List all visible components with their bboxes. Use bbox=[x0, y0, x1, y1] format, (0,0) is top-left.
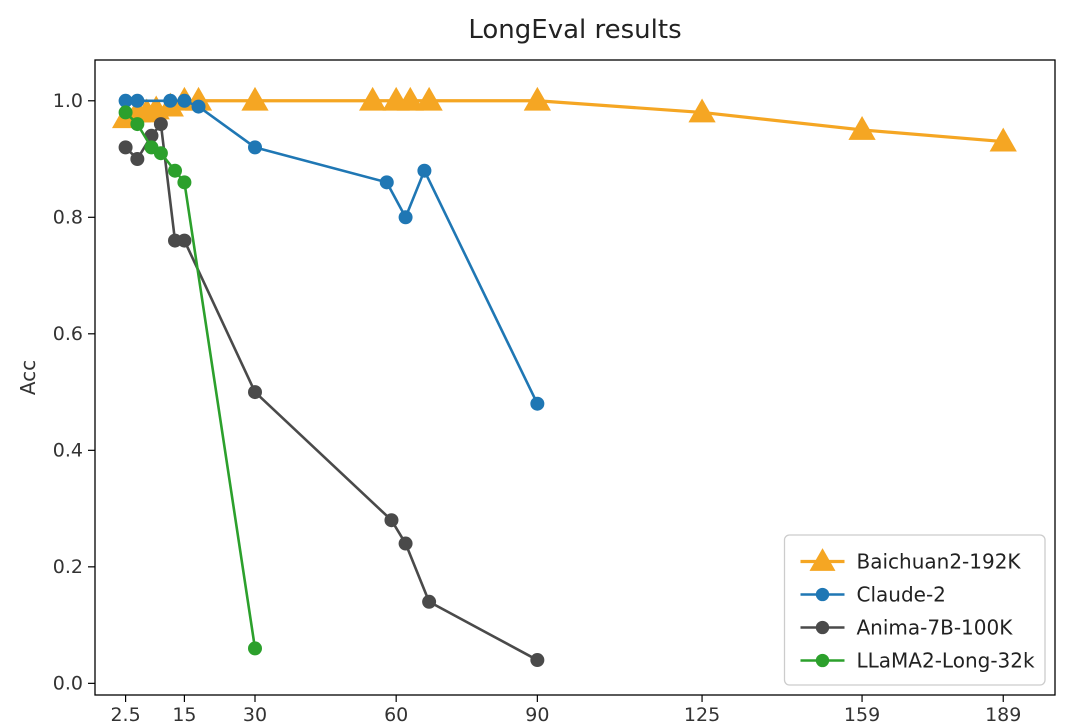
data-marker bbox=[131, 94, 144, 107]
data-marker bbox=[178, 94, 191, 107]
chart-container: 0.0 0.2 0.4 0.6 0.8 1.0 2.5 15 30 60 90 125 159 189 Lo… bbox=[0, 0, 1080, 723]
data-marker bbox=[249, 642, 262, 655]
legend-label: LLaMA2-Long-32k bbox=[857, 649, 1035, 673]
data-marker bbox=[385, 514, 398, 527]
ytick-label: 0.8 bbox=[53, 206, 83, 228]
data-marker bbox=[816, 621, 828, 633]
data-marker bbox=[249, 386, 262, 399]
ytick-label: 0.6 bbox=[53, 323, 83, 345]
data-marker bbox=[531, 397, 544, 410]
data-marker bbox=[119, 106, 132, 119]
legend-label: Anima-7B-100K bbox=[857, 616, 1014, 640]
data-marker bbox=[242, 88, 268, 110]
xtick-label: 189 bbox=[985, 704, 1021, 723]
data-marker bbox=[131, 118, 144, 131]
series-anima-7b-100k bbox=[119, 118, 544, 667]
ytick-label: 0.4 bbox=[53, 439, 83, 461]
series-claude-2 bbox=[119, 94, 544, 410]
xtick-label: 159 bbox=[844, 704, 880, 723]
data-marker bbox=[399, 537, 412, 550]
legend: Baichuan2-192K Claude-2 Anima-7B-100K LLaMA… bbox=[785, 535, 1046, 685]
data-marker bbox=[164, 94, 177, 107]
xtick-label: 15 bbox=[172, 704, 196, 723]
data-marker bbox=[399, 211, 412, 224]
ytick-label: 1.0 bbox=[53, 90, 83, 112]
data-marker bbox=[119, 94, 132, 107]
series-line bbox=[126, 112, 255, 648]
data-marker bbox=[154, 147, 167, 160]
data-marker bbox=[192, 100, 205, 113]
xtick-label: 60 bbox=[384, 704, 408, 723]
xtick-label: 90 bbox=[525, 704, 549, 723]
chart-title: LongEval results bbox=[468, 15, 681, 45]
xtick-label: 30 bbox=[243, 704, 267, 723]
data-marker bbox=[531, 654, 544, 667]
data-marker bbox=[178, 234, 191, 247]
series-line bbox=[126, 101, 538, 404]
data-marker bbox=[816, 654, 828, 666]
y-axis-label: Acc bbox=[16, 360, 40, 395]
legend-label: Claude-2 bbox=[857, 583, 946, 607]
series-llama2-long-32k bbox=[119, 106, 261, 655]
data-marker bbox=[423, 595, 436, 608]
data-marker bbox=[416, 88, 442, 110]
xtick-label: 125 bbox=[684, 704, 720, 723]
xtick-label: 2.5 bbox=[110, 704, 140, 723]
data-marker bbox=[154, 118, 167, 131]
data-marker bbox=[249, 141, 262, 154]
ytick-label: 0.2 bbox=[53, 556, 83, 578]
legend-label: Baichuan2-192K bbox=[857, 550, 1022, 574]
data-marker bbox=[816, 588, 828, 600]
data-marker bbox=[119, 141, 132, 154]
data-marker bbox=[131, 153, 144, 166]
data-marker bbox=[178, 176, 191, 189]
data-marker bbox=[418, 164, 431, 177]
data-marker bbox=[169, 164, 182, 177]
chart-svg: 0.0 0.2 0.4 0.6 0.8 1.0 2.5 15 30 60 90 125 159 189 Lo… bbox=[0, 0, 1080, 723]
data-marker bbox=[360, 88, 386, 110]
ytick-label: 0.0 bbox=[53, 672, 83, 694]
data-marker bbox=[525, 88, 551, 110]
data-marker bbox=[380, 176, 393, 189]
